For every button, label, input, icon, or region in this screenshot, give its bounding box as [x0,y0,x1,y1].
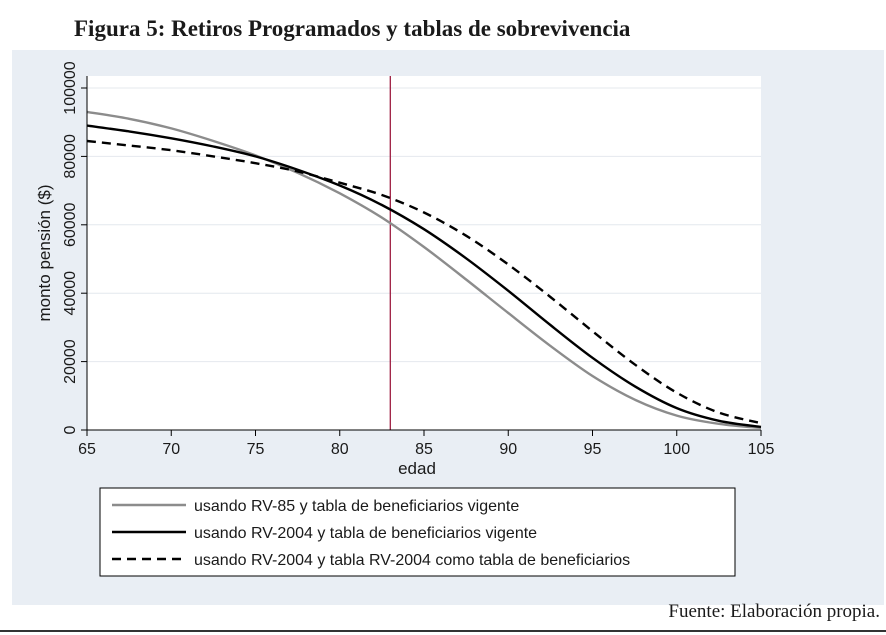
legend-label-1: usando RV-2004 y tabla de beneficiarios … [194,525,537,542]
figure-title: Figura 5: Retiros Programados y tablas d… [74,16,631,41]
y-tick-label-0: 0 [62,425,79,434]
x-ticks: 65 70 75 80 85 90 95 100 105 [78,430,774,458]
y-tick-label-4: 80000 [62,134,79,179]
x-tick-label-7: 100 [663,441,690,458]
legend-box [99,487,736,577]
line-chart: 65 70 75 80 85 90 95 100 105 0 20000 40000 60000 800… [35,61,774,577]
x-tick-label-3: 80 [331,441,349,458]
x-tick-label-0: 65 [78,441,96,458]
bottom-rule [0,630,886,632]
y-tick-label-5: 100000 [62,61,79,114]
x-tick-label-2: 75 [247,441,265,458]
y-ticks: 0 20000 40000 60000 80000 100000 [62,61,87,434]
legend-label-2: usando RV-2004 y tabla RV-2004 como tabl… [194,552,630,569]
x-tick-label-1: 70 [162,441,180,458]
series-line-1 [86,124,762,429]
legend: usando RV-85 y tabla de beneficiarios vi… [99,487,736,577]
y-tick-label-2: 40000 [62,271,79,316]
x-tick-label-6: 95 [584,441,602,458]
chart-panel: 65 70 75 80 85 90 95 100 105 0 20000 40000 60000 800… [12,50,884,605]
source-note: Fuente: Elaboración propia. [668,601,880,622]
x-tick-label-4: 85 [415,441,433,458]
series-line-2 [86,139,762,425]
y-tick-label-1: 20000 [62,339,79,384]
x-tick-label-5: 90 [499,441,517,458]
legend-label-0: usando RV-85 y tabla de beneficiarios vi… [194,498,519,515]
series-lines [86,110,762,430]
plot-area [87,76,761,430]
x-tick-label-8: 105 [748,441,775,458]
y-tick-label-3: 60000 [62,202,79,247]
x-axis-title: edad [398,459,436,478]
series-line-0 [86,110,762,430]
y-axis-title: monto pensión ($) [35,184,54,321]
